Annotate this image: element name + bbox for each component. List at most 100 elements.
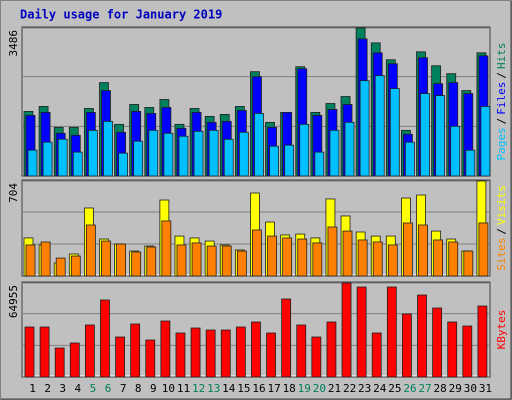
y-tick-label: 704 xyxy=(7,183,20,203)
bar xyxy=(116,243,126,277)
x-tick-label: 29 xyxy=(449,382,462,395)
bar xyxy=(447,321,458,378)
bar xyxy=(477,305,488,378)
legend: Pages / Files / Hits xyxy=(495,43,508,161)
bar xyxy=(282,237,293,277)
legend-separator: / xyxy=(495,118,508,125)
y-tick-label: 3486 xyxy=(7,30,20,57)
x-tick-label: 30 xyxy=(464,382,477,395)
x-tick-label: 25 xyxy=(388,382,401,395)
bar xyxy=(389,88,400,177)
legend-entry: KBytes xyxy=(495,310,508,350)
bar xyxy=(100,299,110,378)
bar xyxy=(176,244,187,277)
bar xyxy=(40,241,51,277)
bar xyxy=(190,327,201,378)
bar xyxy=(69,342,80,378)
bar xyxy=(418,224,428,277)
bar xyxy=(432,307,443,378)
x-tick-label: 28 xyxy=(434,382,447,395)
bar xyxy=(84,324,95,378)
x-tick-label: 7 xyxy=(120,382,127,395)
bar xyxy=(133,140,144,177)
bar xyxy=(54,347,65,378)
bar xyxy=(356,286,367,378)
bar xyxy=(146,246,157,277)
bar xyxy=(463,250,474,277)
bar xyxy=(386,286,397,378)
x-tick-label: 6 xyxy=(105,382,112,395)
x-tick-label: 17 xyxy=(267,382,280,395)
bar xyxy=(312,242,323,277)
bar xyxy=(24,326,35,378)
x-tick-label: 26 xyxy=(403,382,416,395)
x-tick-label: 20 xyxy=(313,382,326,395)
bar xyxy=(103,120,113,177)
x-tick-label: 18 xyxy=(283,382,296,395)
bar xyxy=(223,138,234,177)
bar xyxy=(371,332,382,378)
bar xyxy=(405,141,415,177)
bar xyxy=(344,121,355,177)
bar xyxy=(175,332,186,378)
legend: Sites / Visits xyxy=(495,185,508,271)
y-tick-label: 64955 xyxy=(7,285,20,318)
bar xyxy=(193,130,204,177)
bar xyxy=(284,144,295,177)
bar xyxy=(267,235,277,277)
bar xyxy=(402,313,412,378)
x-tick-label: 31 xyxy=(479,382,492,395)
bar xyxy=(465,149,476,177)
x-tick-label: 12 xyxy=(192,382,205,395)
bar xyxy=(374,75,385,177)
bar xyxy=(101,240,111,277)
x-tick-label: 5 xyxy=(90,382,97,395)
bar xyxy=(450,125,461,177)
bar xyxy=(57,138,68,177)
bar xyxy=(281,298,292,378)
bar xyxy=(357,239,368,277)
bar xyxy=(148,129,159,177)
bar xyxy=(206,245,217,277)
x-tick-label: 4 xyxy=(75,382,82,395)
legend-entry: Hits xyxy=(495,43,508,70)
x-tick-label: 23 xyxy=(358,382,371,395)
legend: KBytes xyxy=(495,310,508,350)
bar xyxy=(39,326,50,378)
bar xyxy=(25,244,36,277)
bar xyxy=(27,149,38,177)
x-tick-label: 15 xyxy=(237,382,250,395)
bar xyxy=(435,95,446,177)
x-tick-label: 22 xyxy=(343,382,356,395)
bar xyxy=(359,80,370,177)
x-tick-label: 8 xyxy=(135,382,142,395)
legend-separator: / xyxy=(495,228,508,235)
bar xyxy=(252,229,262,277)
bar xyxy=(299,123,310,177)
bar xyxy=(178,135,189,177)
bar xyxy=(131,251,142,277)
x-tick-label: 19 xyxy=(298,382,311,395)
bar xyxy=(297,238,308,277)
bar xyxy=(235,326,246,378)
bar xyxy=(236,250,247,277)
bar xyxy=(87,129,98,177)
bar xyxy=(85,224,96,277)
bar xyxy=(251,321,261,378)
x-tick-label: 27 xyxy=(418,382,431,395)
bar xyxy=(208,129,219,177)
bar xyxy=(327,226,338,277)
bar xyxy=(433,239,444,277)
bar xyxy=(130,323,141,378)
x-tick-label: 3 xyxy=(59,382,66,395)
bar xyxy=(341,282,352,378)
x-tick-label: 14 xyxy=(222,382,236,395)
bar xyxy=(326,321,337,378)
bar xyxy=(145,339,156,378)
x-tick-label: 13 xyxy=(207,382,220,395)
bar xyxy=(42,141,53,177)
bar xyxy=(417,294,427,378)
legend-entry: Files xyxy=(495,82,508,115)
legend-entry: Pages xyxy=(495,127,508,160)
